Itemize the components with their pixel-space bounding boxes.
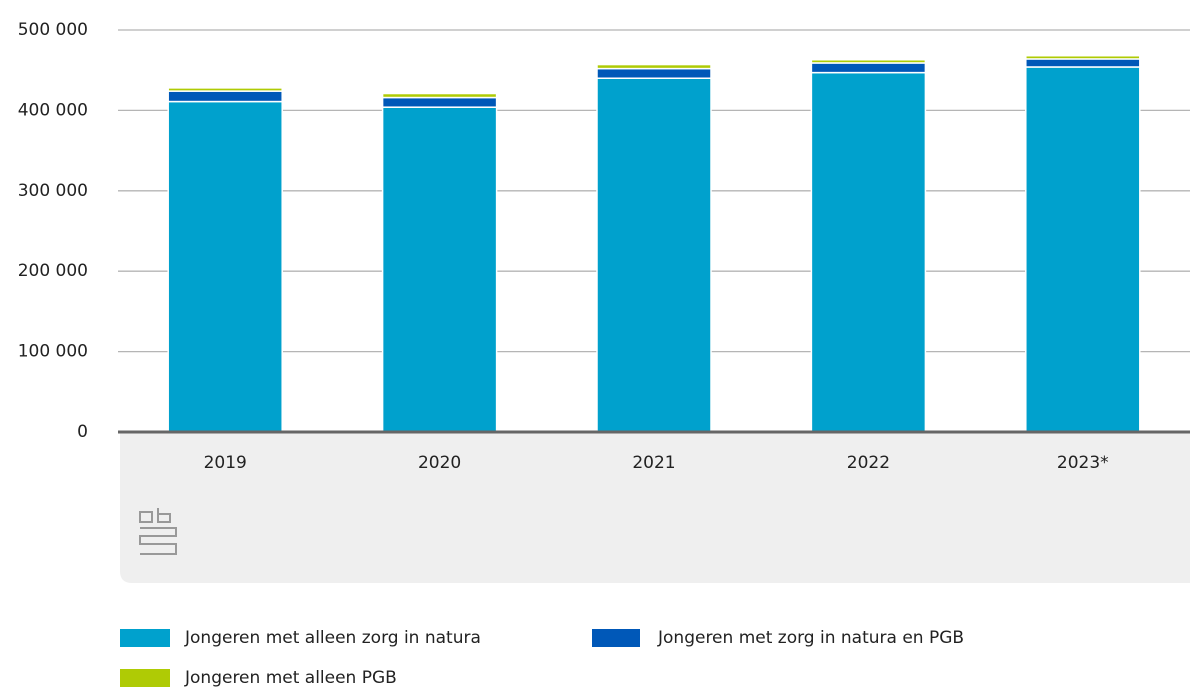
y-tick-label: 500 000 bbox=[18, 20, 88, 40]
y-tick-label: 300 000 bbox=[18, 181, 88, 201]
bar-segment bbox=[381, 96, 498, 108]
x-tick-label: 2021 bbox=[632, 453, 675, 473]
legend-swatch bbox=[120, 629, 170, 647]
legend-label: Jongeren met alleen zorg in natura bbox=[184, 628, 481, 648]
y-tick-label: 0 bbox=[77, 422, 88, 442]
bar-segment bbox=[1025, 58, 1141, 68]
x-axis-panel bbox=[120, 432, 1190, 583]
x-tick-label: 2022 bbox=[847, 453, 890, 473]
cbs-logo bbox=[139, 508, 177, 555]
x-tick-label: 2020 bbox=[418, 453, 461, 473]
bar-segment bbox=[381, 92, 498, 99]
x-tick-label: 2019 bbox=[204, 453, 247, 473]
bar-segment bbox=[1025, 66, 1141, 433]
y-tick-label: 400 000 bbox=[18, 100, 88, 120]
bar-segment bbox=[810, 62, 927, 74]
bar-segment bbox=[596, 67, 712, 79]
y-tick-label: 100 000 bbox=[18, 342, 88, 362]
y-tick-label: 200 000 bbox=[18, 261, 88, 281]
bar-segment bbox=[167, 87, 283, 92]
x-tick-label: 2023* bbox=[1057, 453, 1109, 473]
bar-segment bbox=[167, 90, 283, 103]
legend-label: Jongeren met zorg in natura en PGB bbox=[657, 628, 964, 648]
bar-segment bbox=[1025, 54, 1141, 60]
bar-segment bbox=[381, 106, 498, 433]
bar-segment bbox=[596, 63, 712, 70]
bar-segment bbox=[810, 71, 927, 433]
bar-segment bbox=[167, 100, 283, 433]
legend-swatch bbox=[592, 629, 640, 647]
bar-segment bbox=[810, 58, 927, 64]
bar-segment bbox=[596, 77, 712, 433]
legend-swatch bbox=[120, 669, 170, 687]
legend-label: Jongeren met alleen PGB bbox=[184, 668, 397, 687]
